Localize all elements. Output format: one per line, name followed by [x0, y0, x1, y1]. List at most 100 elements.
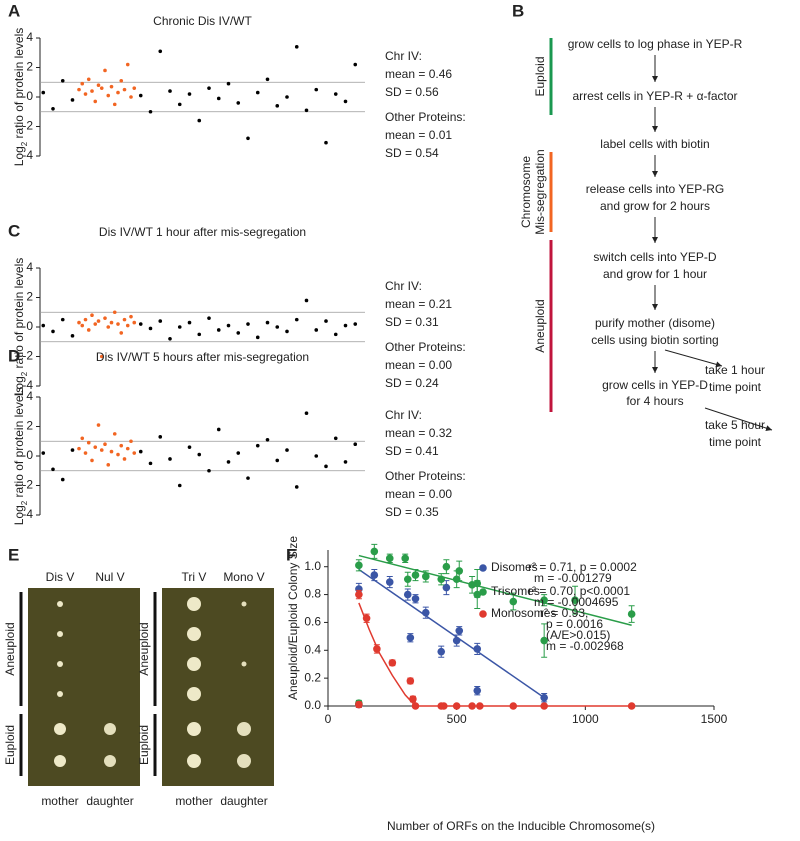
data-point: [158, 49, 163, 54]
data-point: [138, 449, 143, 454]
colony: [187, 687, 201, 701]
data-point: [129, 95, 133, 99]
side-step-text: time point: [709, 380, 762, 394]
data-point: [373, 645, 381, 653]
data-point: [129, 314, 133, 319]
group-label: Euploid: [137, 725, 151, 765]
legend-stat: r² = 0.70, p<0.0001: [528, 584, 630, 598]
data-point: [353, 322, 358, 326]
data-point: [129, 439, 133, 444]
data-point: [83, 92, 88, 96]
data-point: [86, 328, 91, 332]
data-point: [452, 702, 461, 710]
stat-text: Chr IV:: [385, 279, 422, 293]
data-point: [473, 645, 482, 653]
data-point: [60, 317, 65, 322]
colony: [187, 627, 201, 641]
y-label-part: Log: [12, 146, 26, 166]
y-tick-label: 2: [26, 290, 33, 304]
data-point: [540, 702, 548, 710]
data-point: [106, 463, 111, 467]
data-point: [388, 659, 397, 667]
data-point: [627, 610, 636, 618]
data-point: [401, 554, 410, 563]
data-point: [103, 316, 107, 320]
data-point: [409, 695, 417, 703]
y-tick-label: -2: [22, 119, 33, 133]
data-point: [80, 81, 85, 86]
data-point: [122, 87, 127, 92]
data-point: [216, 96, 221, 101]
data-point: [226, 460, 231, 464]
colony: [187, 754, 201, 768]
data-point: [406, 677, 415, 685]
stat-text: mean = 0.00: [385, 358, 452, 372]
cell-label: mother: [175, 794, 212, 808]
y-label-part: ratio of protein levels: [12, 258, 26, 372]
data-point: [60, 477, 65, 482]
data-point: [421, 572, 430, 581]
data-point: [80, 436, 85, 441]
legend-label: Trisomes: [491, 584, 540, 598]
data-point: [246, 322, 250, 326]
legend-marker: [479, 610, 487, 618]
data-point: [275, 104, 280, 108]
chart-title: Dis IV/WT 5 hours after mis-segregation: [96, 350, 309, 364]
y-tick-label: 4: [26, 30, 33, 44]
y-tick-label: 0.4: [304, 642, 321, 656]
legend-stat: r² = 0.93,: [540, 606, 588, 620]
data-point: [403, 575, 412, 584]
step-text: purify mother (disome): [595, 316, 715, 330]
data-point: [440, 702, 448, 710]
colony: [104, 723, 116, 735]
data-point: [314, 328, 319, 332]
data-point: [324, 464, 328, 469]
data-point: [362, 614, 371, 623]
data-point: [109, 449, 114, 454]
data-point: [324, 140, 328, 145]
data-point: [51, 467, 55, 472]
colony: [54, 755, 66, 767]
data-point: [99, 354, 104, 359]
phase-label: Aneuploid: [533, 299, 547, 352]
data-point: [385, 554, 394, 563]
data-point: [90, 458, 94, 463]
data-point: [627, 702, 636, 710]
step-text: arrest cells in YEP-R + α-factor: [572, 89, 737, 103]
y-tick-label: 4: [26, 389, 33, 403]
data-point: [304, 411, 309, 416]
step-text: and grow for 1 hour: [603, 267, 707, 281]
stat-text: SD = 0.35: [385, 505, 439, 519]
data-point: [437, 647, 446, 656]
data-point: [77, 320, 81, 325]
phase-label: Mis-segregation: [533, 149, 547, 234]
data-point: [452, 575, 461, 584]
stat-text: Other Proteins:: [385, 110, 466, 124]
y-tick-label: 4: [26, 260, 33, 274]
data-point: [355, 590, 363, 599]
data-point: [452, 636, 461, 645]
data-point: [304, 298, 309, 303]
data-point: [314, 454, 319, 458]
step-text: and grow for 2 hours: [600, 199, 710, 213]
data-point: [571, 596, 579, 604]
colony: [237, 754, 251, 768]
data-point: [540, 596, 548, 604]
colony: [187, 722, 201, 736]
data-point: [406, 633, 415, 642]
group-label: Euploid: [3, 725, 17, 765]
step-text: grow cells to log phase in YEP-R: [568, 37, 743, 51]
data-point: [112, 310, 117, 315]
x-tick-label: 0: [325, 712, 332, 726]
data-point: [41, 90, 46, 95]
colony: [187, 657, 201, 671]
colony: [187, 597, 201, 611]
panel-label: E: [8, 545, 19, 564]
data-point: [353, 442, 358, 447]
y-label-part: Log: [12, 376, 26, 396]
stat-text: SD = 0.54: [385, 146, 439, 160]
data-point: [216, 328, 221, 332]
data-point: [116, 322, 120, 326]
panel-label: D: [8, 346, 20, 365]
data-point: [187, 320, 192, 325]
